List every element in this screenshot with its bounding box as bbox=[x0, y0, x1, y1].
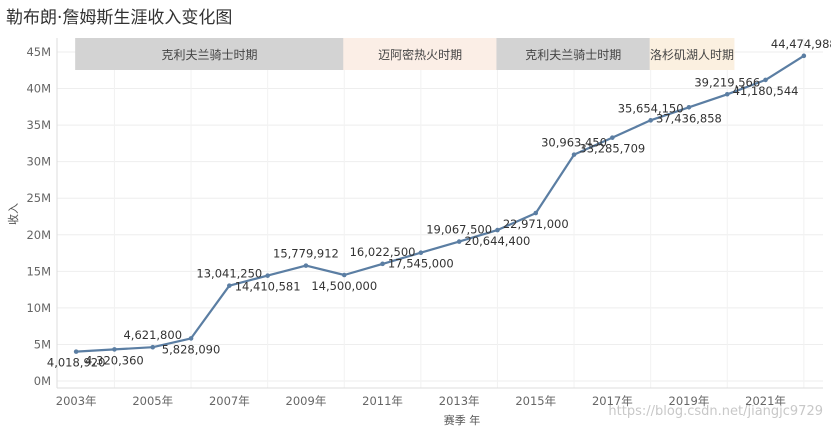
era-bands: 克利夫兰骑士时期 迈阿密热火时期 克利夫兰骑士时期 洛杉矶湖人时期 bbox=[75, 38, 735, 70]
y-tick-label: 30M bbox=[26, 155, 51, 169]
data-point bbox=[227, 283, 232, 288]
data-label: 19,067,500 bbox=[426, 223, 492, 237]
data-label: 30,963,450 bbox=[541, 136, 607, 150]
data-point bbox=[724, 91, 730, 97]
y-tick-label: 0M bbox=[34, 374, 51, 388]
era-band bbox=[343, 38, 497, 70]
data-point bbox=[112, 347, 117, 352]
era-band bbox=[649, 38, 735, 70]
data-label: 37,436,858 bbox=[656, 111, 722, 125]
data-label: 39,219,566 bbox=[694, 75, 760, 89]
data-point bbox=[648, 118, 653, 123]
data-label: 22,971,000 bbox=[503, 217, 569, 231]
data-label: 16,022,500 bbox=[350, 245, 416, 259]
data-point bbox=[341, 272, 347, 278]
era-label: 洛杉矶湖人时期 bbox=[650, 47, 734, 62]
x-tick-label: 2013年 bbox=[439, 394, 480, 408]
x-tick-label: 2011年 bbox=[362, 394, 403, 408]
data-point bbox=[303, 263, 309, 268]
era-band bbox=[75, 38, 344, 70]
y-tick-label: 45M bbox=[26, 45, 51, 59]
axes: 0M 5M 10M 15M 20M 25M 30M 35M 40M 45M 2003年 2005年 20… bbox=[6, 38, 823, 427]
x-tick-label: 2015年 bbox=[515, 394, 556, 408]
data-point bbox=[801, 53, 807, 59]
data-label: 33,285,709 bbox=[579, 142, 645, 156]
data-label: 5,828,090 bbox=[162, 342, 221, 356]
y-tick-label: 10M bbox=[26, 301, 51, 315]
x-axis-title: 赛季 年 bbox=[444, 413, 481, 427]
x-tick-label: 2009年 bbox=[286, 394, 327, 408]
data-label: 35,654,150 bbox=[618, 101, 684, 115]
y-tick-label: 25M bbox=[26, 191, 51, 205]
data-point bbox=[686, 104, 692, 110]
watermark: https://blog.csdn.net/jiangjc9729 bbox=[608, 404, 823, 419]
data-label: 44,474,988 bbox=[771, 37, 831, 51]
data-point bbox=[763, 77, 768, 83]
data-point bbox=[610, 135, 615, 140]
data-label: 4,018,920 bbox=[47, 356, 106, 370]
era-label: 克利夫兰骑士时期 bbox=[525, 48, 621, 62]
data-point bbox=[188, 336, 194, 341]
data-label: 14,410,581 bbox=[235, 280, 301, 294]
data-point bbox=[533, 210, 539, 216]
data-point bbox=[571, 152, 577, 157]
data-label: 14,500,000 bbox=[311, 279, 377, 293]
data-label: 4,621,800 bbox=[123, 328, 182, 342]
data-label: 17,545,000 bbox=[388, 257, 454, 271]
y-tick-label: 40M bbox=[26, 82, 51, 96]
data-label: 41,180,544 bbox=[733, 84, 799, 98]
data-point bbox=[150, 344, 156, 350]
data-label: 4,320,360 bbox=[85, 353, 144, 367]
data-point bbox=[73, 349, 79, 354]
era-band bbox=[496, 38, 651, 70]
y-tick-label: 5M bbox=[34, 337, 51, 351]
series-line bbox=[73, 53, 807, 354]
x-tick-label: 2003年 bbox=[56, 394, 97, 408]
data-point bbox=[456, 239, 462, 244]
x-tick-label: 2019年 bbox=[669, 394, 710, 408]
y-tick-label: 20M bbox=[26, 228, 51, 242]
data-point bbox=[380, 261, 385, 267]
income-series-line bbox=[76, 54, 805, 353]
data-point bbox=[418, 250, 424, 256]
x-tick-label: 2017年 bbox=[592, 394, 633, 408]
data-point bbox=[495, 227, 500, 233]
data-label: 15,779,912 bbox=[273, 247, 339, 261]
data-point bbox=[265, 273, 270, 278]
y-axis-title: 收入 bbox=[6, 203, 20, 225]
x-tick-label: 2021年 bbox=[745, 394, 786, 408]
x-tick-label: 2007年 bbox=[209, 394, 250, 408]
y-tick-label: 15M bbox=[26, 264, 51, 278]
x-tick-label: 2005年 bbox=[132, 394, 173, 408]
y-tick-label: 35M bbox=[26, 118, 51, 132]
era-label: 克利夫兰骑士时期 bbox=[161, 48, 257, 62]
era-label: 迈阿密热火时期 bbox=[378, 47, 462, 62]
page-title: 勒布朗·詹姆斯生涯收入变化图 bbox=[6, 8, 233, 28]
data-label: 13,041,250 bbox=[196, 267, 262, 281]
data-label: 20,644,400 bbox=[465, 234, 531, 248]
